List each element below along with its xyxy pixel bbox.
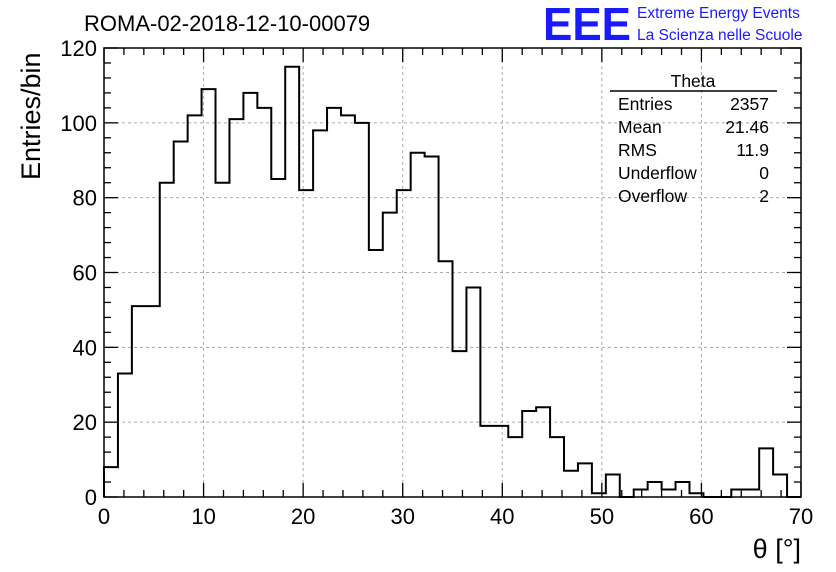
histogram-bin: [174, 142, 188, 497]
histogram-bin: [745, 490, 759, 497]
x-tick-label: 0: [98, 504, 110, 529]
histogram-bin: [257, 108, 271, 497]
y-tick-label: 60: [73, 261, 97, 286]
axis-ticks: [103, 47, 802, 498]
histogram-bin: [662, 490, 676, 497]
histogram-bin: [676, 482, 690, 497]
y-tick-labels: 0 20 40 60 80 100 120: [60, 36, 97, 510]
plot-frame: [103, 47, 802, 498]
x-tick-label: 40: [490, 504, 514, 529]
histogram-bin: [759, 448, 773, 497]
x-tick-label: 50: [590, 504, 614, 529]
histogram-bin: [383, 213, 397, 497]
histogram-bin: [731, 490, 745, 497]
histogram-bin: [411, 153, 425, 497]
histogram-bin: [397, 190, 411, 497]
histogram-bin: [522, 411, 536, 497]
histogram-bin: [425, 157, 439, 497]
histogram-bin: [773, 475, 787, 497]
histogram-bin: [355, 123, 369, 497]
x-tick-label: 30: [390, 504, 414, 529]
stats-label: Mean: [618, 117, 662, 137]
histogram-bin: [439, 261, 453, 497]
histogram-bin: [299, 190, 313, 497]
histogram-bin: [202, 89, 216, 497]
y-tick-label: 120: [60, 36, 97, 61]
histogram-bin: [578, 463, 592, 497]
stats-box: Theta Entries 2357 Mean 21.46 RMS 11.9 Underfl…: [610, 71, 777, 206]
stats-value: 2: [759, 186, 769, 206]
stats-label: Entries: [618, 94, 673, 114]
stats-label: Underflow: [618, 163, 697, 183]
y-tick-label: 80: [73, 186, 97, 211]
histogram-bin: [564, 471, 578, 497]
histogram-bin: [285, 67, 299, 497]
x-tick-label: 20: [291, 504, 315, 529]
histogram-bin: [160, 183, 174, 497]
histogram-bin: [494, 426, 508, 497]
x-tick-labels: 0 10 20 30 40 50 60 70: [98, 504, 813, 529]
eee-logo: EEE Extreme Energy Events La Scienza nel…: [543, 0, 802, 50]
stats-rows: Entries 2357 Mean 21.46 RMS 11.9 Underflow 0 Ove…: [618, 94, 769, 206]
grid-lines: [104, 48, 801, 497]
stats-value: 11.9: [736, 140, 769, 160]
x-tick-label: 60: [689, 504, 713, 529]
histogram-bin: [104, 467, 118, 497]
stats-value: 21.46: [725, 117, 769, 137]
histogram-bin: [313, 130, 327, 497]
stats-value: 0: [759, 163, 769, 183]
x-axis-label: θ [°]: [753, 534, 801, 564]
y-tick-label: 20: [73, 410, 97, 435]
histogram-bin: [634, 490, 648, 497]
chart-title: ROMA-02-2018-12-10-00079: [84, 11, 370, 36]
histogram-bin: [480, 426, 494, 497]
histogram-bins: [104, 67, 787, 497]
histogram-bin: [606, 475, 620, 497]
logo-line-1: Extreme Energy Events: [637, 5, 800, 22]
histogram-bin: [536, 407, 550, 497]
histogram-series-theta: [103, 65, 801, 498]
stats-value: 2357: [730, 94, 769, 114]
histogram-bin: [216, 183, 230, 497]
histogram-bin: [146, 306, 160, 497]
stats-title: Theta: [671, 71, 716, 91]
histogram-bin: [466, 287, 480, 497]
x-tick-label: 10: [191, 504, 215, 529]
y-tick-label: 0: [85, 485, 97, 510]
histogram-bin: [648, 482, 662, 497]
histogram-bin: [327, 108, 341, 497]
y-tick-label: 100: [60, 111, 97, 136]
histogram-bin: [271, 179, 285, 497]
stats-label: RMS: [618, 140, 657, 160]
histogram-bin: [341, 115, 355, 497]
x-tick-label: 70: [789, 504, 813, 529]
histogram-bin: [453, 351, 467, 497]
histogram-bin: [229, 119, 243, 497]
histogram-bin: [369, 250, 383, 497]
histogram-bin: [132, 306, 146, 497]
y-tick-label: 40: [73, 335, 97, 360]
histogram-bin: [550, 437, 564, 497]
eee-logo-mark: EEE: [543, 0, 631, 50]
histogram-bin: [118, 374, 132, 497]
logo-line-2: La Scienza nelle Scuole: [637, 27, 802, 44]
histogram-bin: [243, 93, 257, 497]
stats-label: Overflow: [618, 186, 687, 206]
y-axis-label: Entries/bin: [16, 52, 46, 180]
histogram-bin: [508, 437, 522, 497]
histogram-bin: [188, 115, 202, 497]
